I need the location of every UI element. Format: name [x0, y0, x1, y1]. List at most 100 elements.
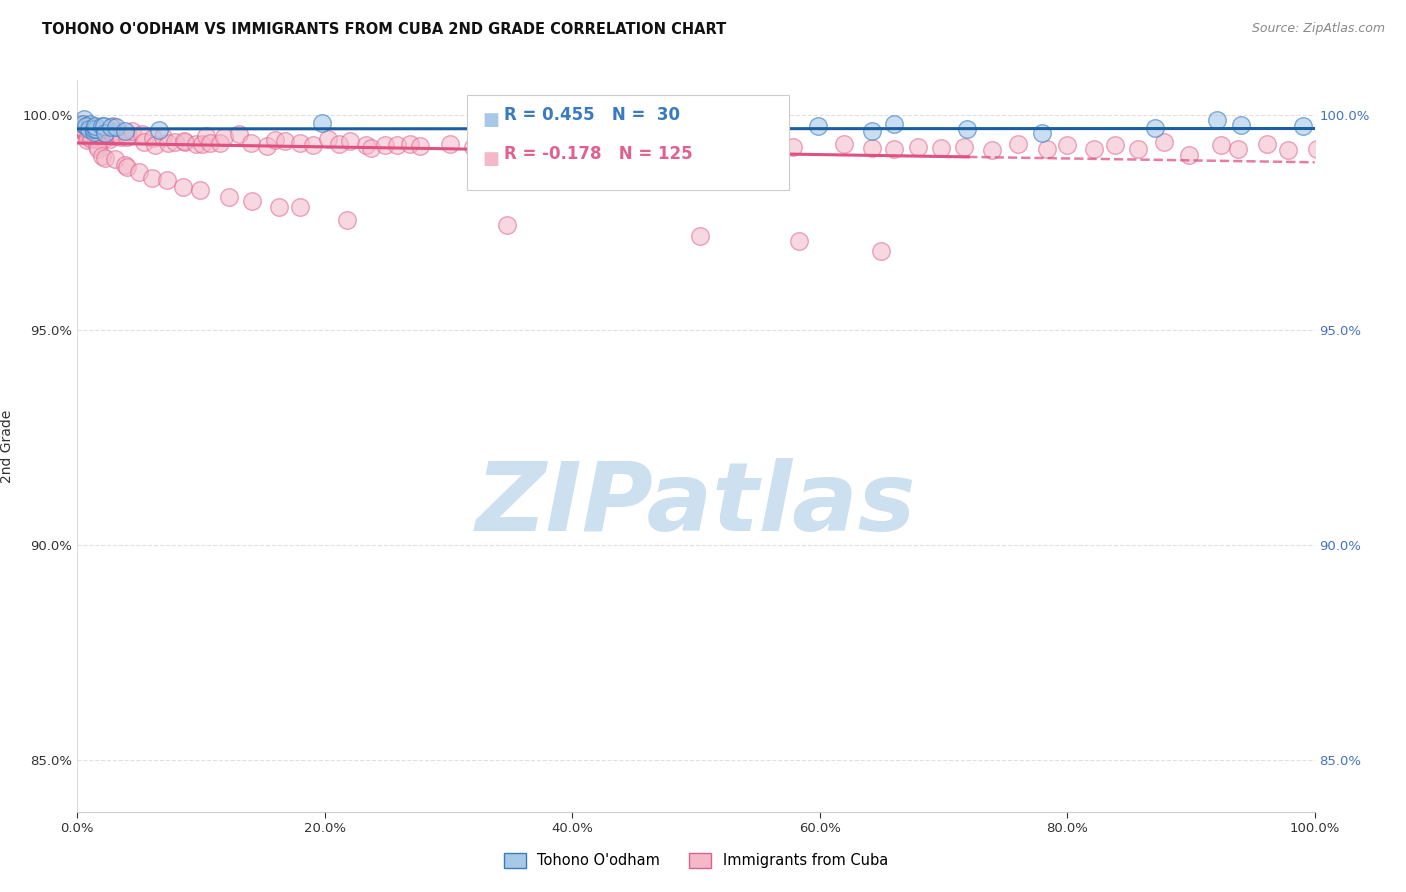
Point	[374, 138, 396, 153]
Point	[77, 124, 100, 138]
Point	[84, 132, 107, 146]
Point	[311, 116, 333, 130]
Point	[83, 125, 105, 139]
Y-axis label: 2nd Grade: 2nd Grade	[0, 409, 14, 483]
Point	[328, 136, 350, 151]
Point	[76, 129, 98, 144]
Point	[689, 228, 711, 243]
Point	[269, 200, 291, 214]
Point	[114, 158, 136, 172]
Point	[1205, 113, 1227, 128]
Point	[198, 136, 221, 151]
Point	[316, 132, 339, 146]
Point	[79, 117, 101, 131]
Point	[75, 123, 97, 137]
Point	[1104, 138, 1126, 153]
Point	[787, 234, 810, 248]
Point	[637, 138, 659, 153]
Point	[84, 122, 107, 136]
Point	[1036, 142, 1059, 156]
Point	[115, 160, 138, 174]
Point	[90, 119, 112, 133]
Point	[538, 136, 561, 151]
Text: Source: ZipAtlas.com: Source: ZipAtlas.com	[1251, 22, 1385, 36]
Point	[1209, 138, 1232, 153]
Point	[1277, 143, 1299, 157]
Point	[747, 128, 769, 143]
Point	[76, 118, 98, 132]
Point	[1230, 118, 1253, 132]
Point	[980, 143, 1002, 157]
Point	[956, 121, 979, 136]
Point	[100, 124, 122, 138]
Point	[883, 117, 905, 131]
Point	[339, 134, 361, 148]
Point	[399, 137, 422, 152]
Point	[148, 123, 170, 137]
Point	[75, 120, 97, 134]
Point	[72, 117, 94, 131]
Point	[87, 127, 110, 141]
Point	[208, 136, 231, 150]
Point	[104, 120, 127, 135]
Point	[76, 132, 98, 146]
Point	[1128, 142, 1150, 156]
Point	[117, 128, 139, 142]
Point	[145, 138, 167, 153]
Point	[883, 142, 905, 156]
Point	[82, 131, 104, 145]
Point	[860, 124, 883, 138]
Text: TOHONO O'ODHAM VS IMMIGRANTS FROM CUBA 2ND GRADE CORRELATION CHART: TOHONO O'ODHAM VS IMMIGRANTS FROM CUBA 2…	[42, 22, 727, 37]
Point	[1153, 135, 1175, 149]
Point	[91, 125, 114, 139]
Point	[115, 130, 138, 145]
Point	[1031, 126, 1053, 140]
Point	[80, 122, 103, 136]
Point	[72, 121, 94, 136]
Point	[591, 139, 613, 153]
Point	[617, 141, 640, 155]
Point	[80, 120, 103, 135]
Point	[91, 126, 114, 140]
Point	[496, 218, 519, 232]
Point	[335, 213, 357, 227]
Legend: Tohono O'odham, Immigrants from Cuba: Tohono O'odham, Immigrants from Cuba	[498, 847, 894, 874]
Point	[509, 141, 531, 155]
Point	[1056, 138, 1078, 153]
Point	[860, 141, 883, 155]
Point	[73, 112, 96, 126]
Point	[409, 139, 432, 153]
Point	[290, 136, 312, 150]
Point	[100, 125, 122, 139]
Text: ZIPatlas: ZIPatlas	[475, 458, 917, 551]
Point	[710, 141, 733, 155]
Point	[658, 137, 681, 152]
Point	[110, 129, 132, 144]
Point	[302, 138, 325, 153]
Point	[76, 121, 98, 136]
Point	[782, 139, 804, 153]
Point	[86, 126, 108, 140]
Point	[239, 136, 262, 150]
Point	[73, 120, 96, 135]
Point	[83, 121, 105, 136]
Point	[84, 130, 107, 145]
Point	[103, 125, 125, 139]
Text: ■: ■	[482, 111, 499, 129]
Point	[156, 173, 179, 187]
Point	[1144, 121, 1167, 136]
Point	[256, 138, 278, 153]
Point	[94, 152, 117, 166]
Point	[165, 135, 187, 149]
Point	[121, 124, 143, 138]
Point	[1007, 137, 1029, 152]
Point	[142, 130, 165, 145]
Point	[184, 137, 207, 152]
Point	[90, 149, 112, 163]
Point	[173, 134, 195, 148]
Point	[360, 141, 382, 155]
Point	[194, 128, 217, 143]
Point	[79, 131, 101, 145]
Text: R = 0.455   N =  30: R = 0.455 N = 30	[505, 106, 681, 124]
Point	[98, 128, 121, 143]
